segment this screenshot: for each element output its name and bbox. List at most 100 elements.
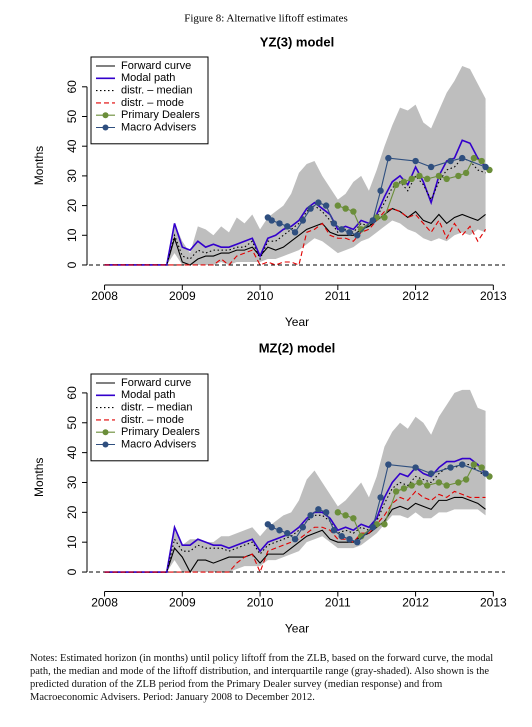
data-point bbox=[462, 169, 470, 177]
data-point bbox=[307, 205, 314, 212]
legend-marker bbox=[102, 429, 109, 436]
y-tick-label: 40 bbox=[65, 139, 79, 153]
data-point bbox=[385, 154, 392, 162]
data-point bbox=[338, 533, 345, 540]
data-point bbox=[354, 232, 361, 239]
data-point bbox=[416, 479, 423, 486]
legend-label: Primary Dealers bbox=[121, 109, 200, 121]
legend-marker bbox=[102, 441, 109, 448]
x-tick-label: 2012 bbox=[402, 289, 429, 303]
data-point bbox=[330, 220, 338, 227]
x-tick-label: 2010 bbox=[247, 289, 274, 303]
data-point bbox=[291, 229, 299, 236]
data-point bbox=[342, 512, 349, 519]
data-point bbox=[330, 527, 338, 534]
y-axis-label: Months bbox=[32, 458, 46, 497]
y-axis-label: Months bbox=[32, 146, 46, 185]
y-tick-label: 20 bbox=[65, 199, 79, 213]
data-point bbox=[416, 172, 423, 180]
data-point bbox=[459, 154, 466, 162]
data-point bbox=[299, 217, 307, 224]
data-point bbox=[478, 157, 485, 165]
data-point bbox=[462, 476, 470, 483]
data-point bbox=[470, 154, 478, 162]
figure: Figure 8: Alternative liftoff estimates … bbox=[32, 13, 507, 636]
legend-marker bbox=[102, 124, 109, 131]
legend-label: distr. – median bbox=[121, 85, 193, 97]
interquartile-band bbox=[104, 66, 486, 265]
legend-label: Primary Dealers bbox=[121, 426, 200, 438]
data-point bbox=[377, 187, 384, 194]
notes: Notes: Estimated horizon (in months) unt… bbox=[30, 653, 494, 703]
x-tick-label: 2013 bbox=[480, 596, 507, 610]
y-tick-label: 50 bbox=[65, 416, 79, 430]
data-point bbox=[334, 202, 342, 209]
data-point bbox=[369, 524, 377, 531]
series-line bbox=[104, 464, 486, 573]
data-point bbox=[385, 461, 392, 468]
legend-label: distr. – mode bbox=[121, 97, 184, 109]
y-tick-label: 60 bbox=[65, 80, 79, 94]
data-point bbox=[346, 229, 353, 236]
legend-label: distr. – mode bbox=[121, 414, 184, 426]
x-tick-label: 2010 bbox=[247, 596, 274, 610]
legend-label: Modal path bbox=[121, 72, 175, 84]
legend-label: Macro Advisers bbox=[121, 121, 197, 133]
series-line bbox=[104, 490, 486, 574]
data-point bbox=[482, 163, 489, 171]
data-point bbox=[357, 226, 365, 233]
data-point bbox=[443, 175, 450, 183]
y-tick-label: 0 bbox=[65, 261, 79, 268]
data-point bbox=[408, 482, 415, 489]
x-tick-label: 2011 bbox=[325, 289, 351, 303]
legend-marker bbox=[102, 112, 109, 119]
data-point bbox=[427, 163, 435, 171]
data-point bbox=[334, 509, 342, 516]
y-tick-label: 30 bbox=[65, 475, 79, 489]
data-point bbox=[424, 482, 431, 489]
data-point bbox=[381, 521, 388, 528]
legend-label: Modal path bbox=[121, 389, 175, 401]
data-point bbox=[381, 214, 388, 221]
series-line bbox=[104, 496, 486, 574]
legend-label: Macro Advisers bbox=[121, 438, 197, 450]
data-point bbox=[435, 172, 443, 180]
data-point bbox=[299, 524, 307, 531]
y-tick-label: 50 bbox=[65, 110, 79, 124]
data-point bbox=[322, 509, 330, 516]
y-tick-label: 20 bbox=[65, 505, 79, 519]
data-point bbox=[408, 175, 415, 183]
legend-label: distr. – median bbox=[121, 402, 193, 414]
x-tick-label: 2009 bbox=[169, 596, 196, 610]
y-tick-label: 0 bbox=[65, 568, 79, 575]
figure-title: Figure 8: Alternative liftoff estimates bbox=[184, 13, 348, 25]
data-point bbox=[412, 157, 419, 165]
series-line bbox=[104, 207, 487, 266]
x-tick-label: 2008 bbox=[91, 596, 118, 610]
data-point bbox=[435, 479, 443, 486]
data-point bbox=[268, 217, 275, 224]
x-axis-label: Year bbox=[285, 622, 309, 636]
data-point bbox=[315, 199, 322, 206]
legend-label: Forward curve bbox=[121, 60, 191, 72]
x-tick-label: 2009 bbox=[169, 289, 196, 303]
x-axis-label: Year bbox=[285, 315, 309, 329]
data-point bbox=[455, 172, 462, 180]
data-point bbox=[338, 226, 345, 233]
y-tick-label: 10 bbox=[65, 535, 79, 549]
x-tick-label: 2011 bbox=[325, 596, 351, 610]
series-line bbox=[104, 139, 487, 266]
legend-label: Forward curve bbox=[121, 377, 191, 389]
data-point bbox=[350, 515, 357, 522]
data-point bbox=[284, 530, 291, 537]
y-tick-label: 40 bbox=[65, 446, 79, 460]
legend-box bbox=[90, 373, 209, 462]
data-point bbox=[350, 208, 357, 215]
x-tick-label: 2013 bbox=[480, 289, 507, 303]
data-point bbox=[412, 464, 419, 471]
data-point bbox=[424, 175, 431, 183]
x-tick-label: 2012 bbox=[402, 596, 429, 610]
y-tick-label: 10 bbox=[65, 228, 79, 242]
data-point bbox=[455, 479, 462, 486]
